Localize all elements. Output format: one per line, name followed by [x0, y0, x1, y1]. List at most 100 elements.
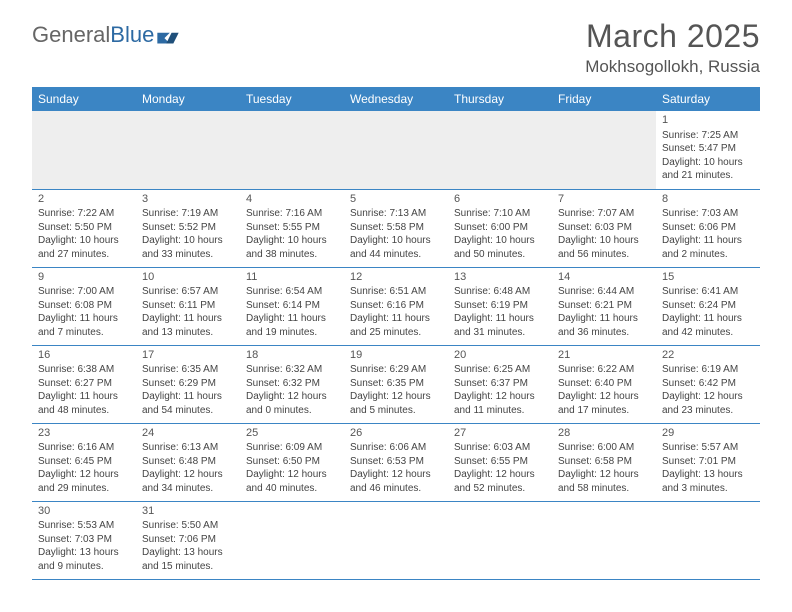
sunrise-text: Sunrise: 6:54 AM	[246, 285, 338, 299]
daylight-text: Daylight: 12 hours	[142, 468, 234, 482]
day-number: 1	[662, 113, 754, 128]
day-number: 2	[38, 192, 130, 207]
calendar-cell: 5Sunrise: 7:13 AMSunset: 5:58 PMDaylight…	[344, 189, 448, 267]
calendar-row: 9Sunrise: 7:00 AMSunset: 6:08 PMDaylight…	[32, 267, 760, 345]
calendar-cell	[656, 501, 760, 579]
daylight-text: and 7 minutes.	[38, 326, 130, 340]
day-number: 23	[38, 426, 130, 441]
calendar-cell: 30Sunrise: 5:53 AMSunset: 7:03 PMDayligh…	[32, 501, 136, 579]
sunrise-text: Sunrise: 6:29 AM	[350, 363, 442, 377]
title-block: March 2025 Mokhsogollokh, Russia	[585, 18, 760, 77]
sunset-text: Sunset: 5:55 PM	[246, 221, 338, 235]
month-title: March 2025	[585, 18, 760, 55]
sunrise-text: Sunrise: 6:51 AM	[350, 285, 442, 299]
day-number: 30	[38, 504, 130, 519]
sunrise-text: Sunrise: 7:10 AM	[454, 207, 546, 221]
day-number: 31	[142, 504, 234, 519]
daylight-text: Daylight: 12 hours	[558, 390, 650, 404]
daylight-text: Daylight: 10 hours	[246, 234, 338, 248]
sunset-text: Sunset: 6:45 PM	[38, 455, 130, 469]
sunset-text: Sunset: 6:32 PM	[246, 377, 338, 391]
calendar-cell: 2Sunrise: 7:22 AMSunset: 5:50 PMDaylight…	[32, 189, 136, 267]
sunrise-text: Sunrise: 5:53 AM	[38, 519, 130, 533]
calendar-row: 2Sunrise: 7:22 AMSunset: 5:50 PMDaylight…	[32, 189, 760, 267]
day-number: 11	[246, 270, 338, 285]
daylight-text: and 27 minutes.	[38, 248, 130, 262]
calendar-cell: 15Sunrise: 6:41 AMSunset: 6:24 PMDayligh…	[656, 267, 760, 345]
daylight-text: and 19 minutes.	[246, 326, 338, 340]
calendar-row: 23Sunrise: 6:16 AMSunset: 6:45 PMDayligh…	[32, 423, 760, 501]
sunset-text: Sunset: 7:03 PM	[38, 533, 130, 547]
sunset-text: Sunset: 6:53 PM	[350, 455, 442, 469]
daylight-text: Daylight: 13 hours	[662, 468, 754, 482]
daylight-text: and 33 minutes.	[142, 248, 234, 262]
sunset-text: Sunset: 6:16 PM	[350, 299, 442, 313]
sunset-text: Sunset: 5:52 PM	[142, 221, 234, 235]
day-number: 8	[662, 192, 754, 207]
day-number: 5	[350, 192, 442, 207]
daylight-text: and 44 minutes.	[350, 248, 442, 262]
sunrise-text: Sunrise: 6:48 AM	[454, 285, 546, 299]
daylight-text: Daylight: 10 hours	[38, 234, 130, 248]
daylight-text: Daylight: 11 hours	[38, 312, 130, 326]
daylight-text: and 23 minutes.	[662, 404, 754, 418]
sunset-text: Sunset: 6:29 PM	[142, 377, 234, 391]
calendar-cell: 16Sunrise: 6:38 AMSunset: 6:27 PMDayligh…	[32, 345, 136, 423]
daylight-text: Daylight: 10 hours	[454, 234, 546, 248]
calendar-cell	[344, 501, 448, 579]
sunrise-text: Sunrise: 6:41 AM	[662, 285, 754, 299]
sunrise-text: Sunrise: 5:57 AM	[662, 441, 754, 455]
daylight-text: Daylight: 12 hours	[350, 390, 442, 404]
daylight-text: and 13 minutes.	[142, 326, 234, 340]
calendar-cell: 20Sunrise: 6:25 AMSunset: 6:37 PMDayligh…	[448, 345, 552, 423]
sunset-text: Sunset: 6:58 PM	[558, 455, 650, 469]
daylight-text: Daylight: 10 hours	[558, 234, 650, 248]
sunrise-text: Sunrise: 6:32 AM	[246, 363, 338, 377]
day-number: 4	[246, 192, 338, 207]
daylight-text: and 36 minutes.	[558, 326, 650, 340]
day-number: 9	[38, 270, 130, 285]
daylight-text: and 3 minutes.	[662, 482, 754, 496]
daylight-text: and 38 minutes.	[246, 248, 338, 262]
weekday-header: Sunday	[32, 87, 136, 111]
sunrise-text: Sunrise: 6:57 AM	[142, 285, 234, 299]
logo: GeneralBlue	[32, 22, 179, 48]
location: Mokhsogollokh, Russia	[585, 57, 760, 77]
daylight-text: and 25 minutes.	[350, 326, 442, 340]
sunset-text: Sunset: 6:35 PM	[350, 377, 442, 391]
sunset-text: Sunset: 6:08 PM	[38, 299, 130, 313]
sunrise-text: Sunrise: 6:03 AM	[454, 441, 546, 455]
calendar-cell	[240, 501, 344, 579]
day-number: 7	[558, 192, 650, 207]
daylight-text: Daylight: 11 hours	[350, 312, 442, 326]
daylight-text: and 31 minutes.	[454, 326, 546, 340]
sunset-text: Sunset: 7:06 PM	[142, 533, 234, 547]
daylight-text: Daylight: 11 hours	[142, 390, 234, 404]
sunset-text: Sunset: 7:01 PM	[662, 455, 754, 469]
daylight-text: and 52 minutes.	[454, 482, 546, 496]
daylight-text: and 21 minutes.	[662, 169, 754, 183]
daylight-text: and 50 minutes.	[454, 248, 546, 262]
sunset-text: Sunset: 6:19 PM	[454, 299, 546, 313]
day-number: 10	[142, 270, 234, 285]
weekday-header: Tuesday	[240, 87, 344, 111]
calendar-cell: 26Sunrise: 6:06 AMSunset: 6:53 PMDayligh…	[344, 423, 448, 501]
daylight-text: Daylight: 11 hours	[454, 312, 546, 326]
weekday-header: Friday	[552, 87, 656, 111]
day-number: 12	[350, 270, 442, 285]
day-number: 3	[142, 192, 234, 207]
daylight-text: Daylight: 12 hours	[246, 468, 338, 482]
sunrise-text: Sunrise: 6:09 AM	[246, 441, 338, 455]
calendar-cell: 17Sunrise: 6:35 AMSunset: 6:29 PMDayligh…	[136, 345, 240, 423]
day-number: 27	[454, 426, 546, 441]
sunset-text: Sunset: 5:58 PM	[350, 221, 442, 235]
day-number: 6	[454, 192, 546, 207]
daylight-text: Daylight: 11 hours	[662, 234, 754, 248]
weekday-header: Saturday	[656, 87, 760, 111]
calendar-row: 16Sunrise: 6:38 AMSunset: 6:27 PMDayligh…	[32, 345, 760, 423]
day-number: 22	[662, 348, 754, 363]
day-number: 26	[350, 426, 442, 441]
calendar-cell: 21Sunrise: 6:22 AMSunset: 6:40 PMDayligh…	[552, 345, 656, 423]
daylight-text: Daylight: 13 hours	[142, 546, 234, 560]
calendar-cell: 12Sunrise: 6:51 AMSunset: 6:16 PMDayligh…	[344, 267, 448, 345]
